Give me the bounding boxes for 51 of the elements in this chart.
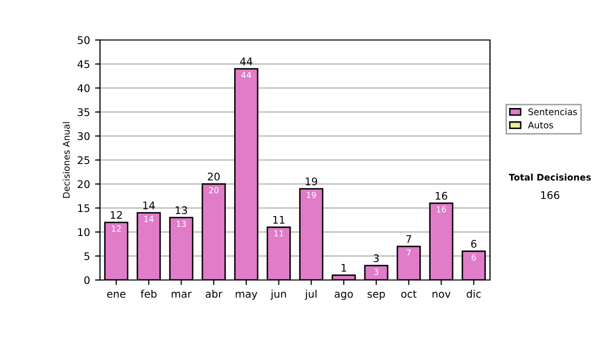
data-label: 11 xyxy=(274,230,284,236)
y-tick-label: 20 xyxy=(78,180,90,188)
x-tick-label: abr xyxy=(206,290,222,298)
y-tick-label: 50 xyxy=(78,36,90,44)
total-label: 3 xyxy=(374,254,379,262)
data-label: 14 xyxy=(144,216,154,222)
x-tick-label: oct xyxy=(401,290,417,298)
x-tick-label: dic xyxy=(466,290,481,298)
total-label: 13 xyxy=(176,206,188,214)
y-tick-label: 40 xyxy=(78,84,90,92)
y-tick-label: 10 xyxy=(78,228,90,236)
y-tick-label: 0 xyxy=(84,276,90,284)
x-tick-label: feb xyxy=(140,290,157,298)
text: 166 xyxy=(541,191,560,200)
x-tick-label: jul xyxy=(304,290,316,300)
data-label: 44 xyxy=(241,72,252,78)
total-label: 1 xyxy=(342,264,346,272)
total-label: 14 xyxy=(143,202,155,210)
data-label: 19 xyxy=(306,192,316,198)
data-label: 6 xyxy=(472,254,476,261)
y-tick-label: 35 xyxy=(78,108,90,116)
x-tick-label: mar xyxy=(172,292,192,298)
total-label: 11 xyxy=(273,216,284,224)
y-tick-label: 5 xyxy=(84,252,90,260)
data-label: 7 xyxy=(406,250,411,256)
x-tick-label: sep xyxy=(368,292,385,300)
y-tick-label: 45 xyxy=(78,60,90,68)
total-label: 12 xyxy=(110,211,122,219)
data-label: 16 xyxy=(436,206,446,213)
total-label: 6 xyxy=(471,240,476,248)
y-tick-label: 15 xyxy=(78,204,90,212)
legend-label: Sentencias xyxy=(528,108,577,116)
x-tick-label: nov xyxy=(432,292,451,298)
x-tick-label: ago xyxy=(334,292,353,300)
data-label: 20 xyxy=(209,187,218,194)
y-axis-title: Decisiones Anual xyxy=(62,122,70,198)
legend-label: Autos xyxy=(528,122,554,128)
total-label: 19 xyxy=(306,177,318,186)
total-label: 44 xyxy=(240,58,252,66)
data-label: 3 xyxy=(374,268,378,275)
y-tick-label: 25 xyxy=(78,156,90,164)
x-tick-label: may xyxy=(236,292,258,300)
total-label: 7 xyxy=(406,235,412,243)
total-label: 20 xyxy=(208,172,220,181)
x-tick-label: ene xyxy=(107,292,126,298)
data-label: 12 xyxy=(112,225,121,232)
x-tick-label: jun xyxy=(270,290,286,300)
data-label: 13 xyxy=(176,220,186,227)
y-tick-label: 30 xyxy=(78,132,90,140)
total-label: 16 xyxy=(436,192,448,200)
text: Total Decisiones xyxy=(508,174,591,181)
